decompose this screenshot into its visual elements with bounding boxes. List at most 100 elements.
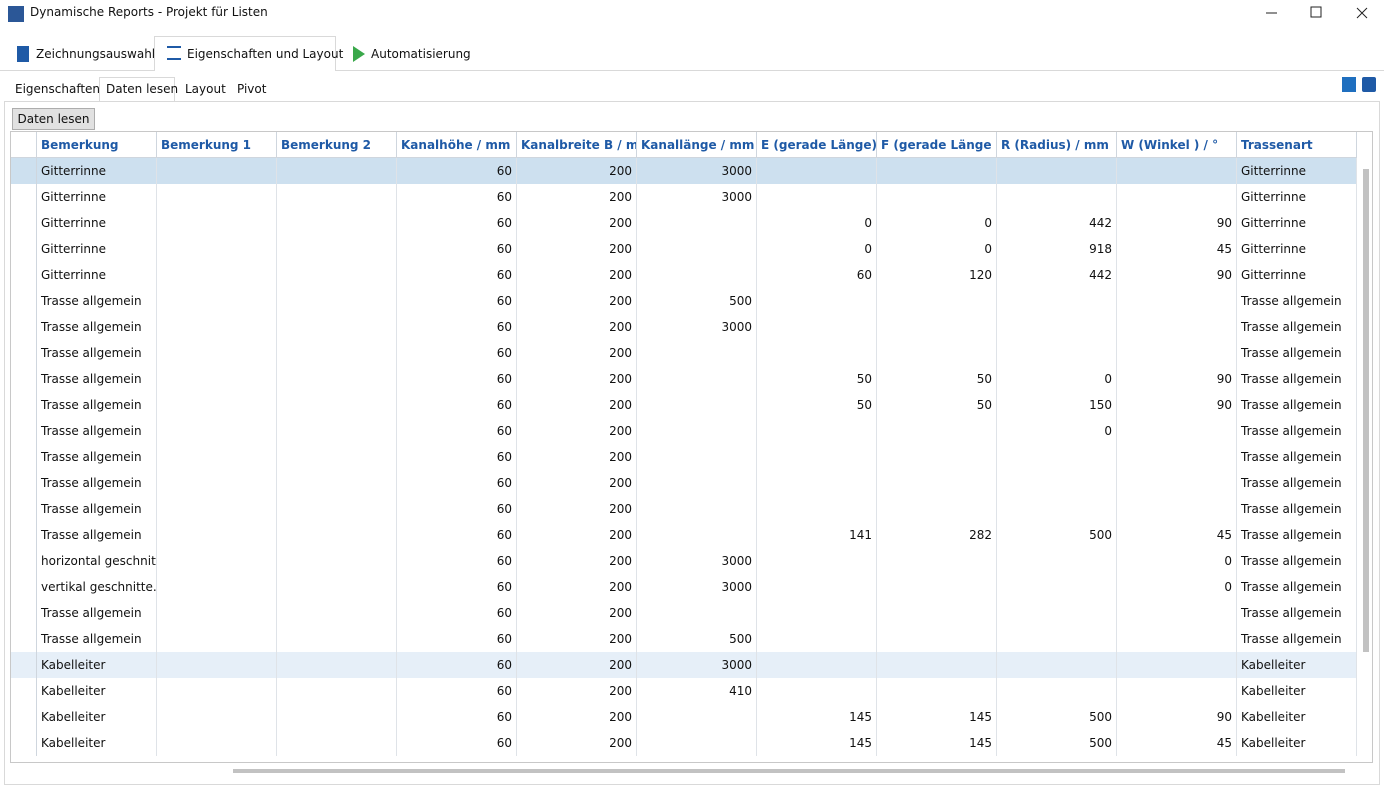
row-selector[interactable] xyxy=(11,652,37,678)
row-selector[interactable] xyxy=(11,704,37,730)
row-selector[interactable] xyxy=(11,600,37,626)
cell xyxy=(157,548,277,574)
row-selector[interactable] xyxy=(11,548,37,574)
tab[interactable]: Zeichnungsauswahl xyxy=(36,47,156,61)
cell: 60 xyxy=(397,600,517,626)
row-selector[interactable] xyxy=(11,574,37,600)
load-icon[interactable] xyxy=(1362,77,1376,92)
cell xyxy=(1117,340,1237,366)
row-selector[interactable] xyxy=(11,158,37,184)
row-background xyxy=(11,314,1357,340)
column-header[interactable]: Bemerkung 2 xyxy=(277,132,397,158)
cell: Trasse allgemein xyxy=(37,626,157,652)
tab[interactable]: Eigenschaften und Layout xyxy=(187,47,344,61)
column-header[interactable]: Bemerkung 1 xyxy=(157,132,277,158)
row-selector[interactable] xyxy=(11,366,37,392)
column-header[interactable]: E (gerade Länge)... xyxy=(757,132,877,158)
cell xyxy=(277,314,397,340)
cell xyxy=(997,288,1117,314)
v-scroll-thumb[interactable] xyxy=(1363,169,1369,652)
row-selector[interactable] xyxy=(11,626,37,652)
cell xyxy=(637,470,757,496)
cell: Gitterrinne xyxy=(1237,184,1357,210)
cell xyxy=(1117,288,1237,314)
column-header[interactable]: F (gerade Länge a... xyxy=(877,132,997,158)
row-selector[interactable] xyxy=(11,470,37,496)
row-selector[interactable] xyxy=(11,262,37,288)
cell xyxy=(637,340,757,366)
row-background xyxy=(11,704,1357,730)
cell: Trasse allgemein xyxy=(1237,626,1357,652)
cell xyxy=(157,574,277,600)
cell: 442 xyxy=(997,210,1117,236)
cell xyxy=(277,522,397,548)
cell: 200 xyxy=(517,704,637,730)
row-background xyxy=(11,496,1357,522)
subtab[interactable]: Daten lesen xyxy=(106,82,179,96)
column-header[interactable]: R (Radius) / mm xyxy=(997,132,1117,158)
cell: 282 xyxy=(877,522,997,548)
cell: 60 xyxy=(397,704,517,730)
cell: 3000 xyxy=(637,652,757,678)
tab[interactable]: Automatisierung xyxy=(371,47,471,61)
cell xyxy=(637,262,757,288)
cell: 442 xyxy=(997,262,1117,288)
cell xyxy=(997,548,1117,574)
column-header[interactable]: Kanallänge / mm xyxy=(637,132,757,158)
row-selector[interactable] xyxy=(11,314,37,340)
button[interactable]: Daten lesen xyxy=(12,108,95,130)
cell: Trasse allgemein xyxy=(37,288,157,314)
cell: 60 xyxy=(397,418,517,444)
row-selector[interactable] xyxy=(11,340,37,366)
cell xyxy=(997,184,1117,210)
cell xyxy=(637,730,757,756)
cell: 0 xyxy=(1117,574,1237,600)
row-selector[interactable] xyxy=(11,392,37,418)
row-selector[interactable] xyxy=(11,418,37,444)
cell xyxy=(877,548,997,574)
cell: Gitterrinne xyxy=(1237,262,1357,288)
row-selector[interactable] xyxy=(11,496,37,522)
subtab[interactable]: Pivot xyxy=(237,82,267,96)
cell xyxy=(997,678,1117,704)
cell: Gitterrinne xyxy=(37,184,157,210)
row-selector[interactable] xyxy=(11,678,37,704)
subtab[interactable]: Eigenschaften xyxy=(15,82,101,96)
column-header[interactable]: Trassenart xyxy=(1237,132,1357,158)
active-subtab-frame xyxy=(99,77,175,102)
row-selector[interactable] xyxy=(11,730,37,756)
row-selector[interactable] xyxy=(11,522,37,548)
row-selector[interactable] xyxy=(11,210,37,236)
cell: 0 xyxy=(997,366,1117,392)
cell xyxy=(277,288,397,314)
cell xyxy=(277,626,397,652)
h-scroll-thumb[interactable] xyxy=(233,769,1345,773)
cell xyxy=(277,496,397,522)
cell xyxy=(157,210,277,236)
row-selector[interactable] xyxy=(11,184,37,210)
save-icon[interactable] xyxy=(1342,77,1356,92)
column-header[interactable]: Kanalbreite B / mm xyxy=(517,132,637,158)
cell xyxy=(277,366,397,392)
cell xyxy=(997,626,1117,652)
cell: 0 xyxy=(877,210,997,236)
column-header[interactable]: W (Winkel ) / ° xyxy=(1117,132,1237,158)
cell: 50 xyxy=(757,392,877,418)
column-header[interactable]: Bemerkung xyxy=(37,132,157,158)
subtab[interactable]: Layout xyxy=(185,82,226,96)
row-selector[interactable] xyxy=(11,288,37,314)
cell: Gitterrinne xyxy=(37,158,157,184)
cell xyxy=(757,314,877,340)
column-header[interactable]: Kanalhöhe / mm xyxy=(397,132,517,158)
cell: 200 xyxy=(517,600,637,626)
cell: Gitterrinne xyxy=(1237,210,1357,236)
row-selector[interactable] xyxy=(11,444,37,470)
cell xyxy=(637,496,757,522)
row-background xyxy=(11,158,1357,184)
cell xyxy=(277,184,397,210)
row-background xyxy=(11,288,1357,314)
cell xyxy=(877,470,997,496)
window-controls[interactable] xyxy=(1260,0,1384,28)
cell: 200 xyxy=(517,392,637,418)
row-selector[interactable] xyxy=(11,236,37,262)
